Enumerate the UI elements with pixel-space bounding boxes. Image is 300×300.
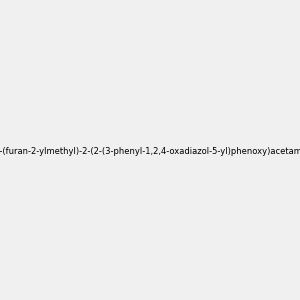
Text: N-(furan-2-ylmethyl)-2-(2-(3-phenyl-1,2,4-oxadiazol-5-yl)phenoxy)acetamide: N-(furan-2-ylmethyl)-2-(2-(3-phenyl-1,2,… (0, 147, 300, 156)
